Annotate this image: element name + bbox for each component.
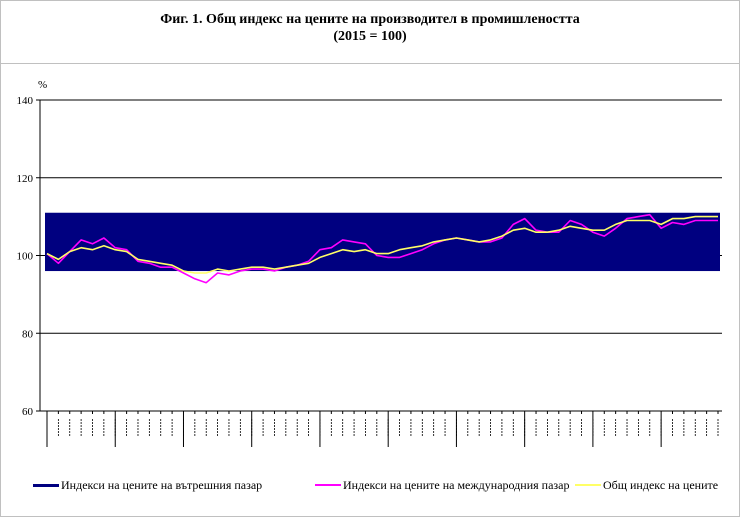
chart-subtitle: (2015 = 100) <box>333 29 407 44</box>
domestic-band <box>45 212 720 272</box>
chart-title: Фиг. 1. Общ индекс на цените на производ… <box>160 12 580 27</box>
legend-swatch-domestic <box>33 483 59 487</box>
y-tick-label: 80 <box>22 328 34 340</box>
total-line <box>46 215 718 274</box>
title-box: Фиг. 1. Общ индекс на цените на производ… <box>1 1 739 64</box>
legend-item-international: Индекси на цените на международния пазар <box>315 474 569 496</box>
y-tick-label: 60 <box>22 406 34 418</box>
legend-label-domestic: Индекси на цените на вътрешния пазар <box>61 477 263 492</box>
legend-item-total: Общ индекс на цените <box>575 474 718 496</box>
legend-swatch-total <box>575 484 601 486</box>
legend-label-total: Общ индекс на цените <box>603 477 719 492</box>
international-line <box>46 213 718 284</box>
y-tick-label: 140 <box>17 95 34 107</box>
legend-item-domestic: Индекси на цените на вътрешния пазар <box>33 474 262 496</box>
legend-label-international: Индекси на цените на международния пазар <box>343 477 570 492</box>
chart-plot: 60 80 100 120 140% <box>17 79 722 447</box>
y-axis-label: % <box>38 79 47 91</box>
y-tick-label: 100 <box>17 251 34 263</box>
y-tick-label: 120 <box>17 173 34 185</box>
legend-swatch-international <box>315 484 341 486</box>
